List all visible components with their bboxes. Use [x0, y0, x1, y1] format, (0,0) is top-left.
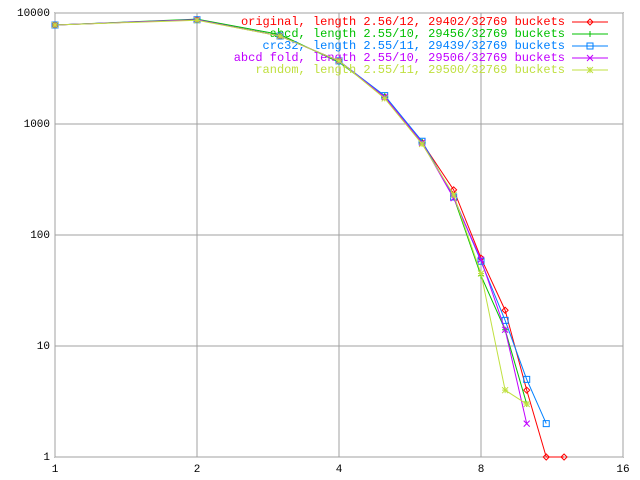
point-marker: [587, 31, 593, 37]
series-line: [54, 19, 528, 424]
point-marker: [501, 306, 509, 314]
point-marker: [523, 400, 531, 408]
y-tick-label: 1000: [24, 119, 50, 131]
series-line: [54, 19, 565, 458]
point-marker: [51, 21, 59, 29]
legend-label: abcd fold, length 2.55/10, 29506/32769 b…: [234, 51, 565, 65]
point-marker: [193, 16, 201, 24]
point-marker: [418, 137, 426, 145]
point-marker: [450, 191, 457, 199]
point-marker: [501, 326, 509, 334]
point-marker: [560, 453, 568, 461]
point-marker: [523, 375, 531, 383]
legend-label: crc32, length 2.55/11, 29439/32769 bucke…: [263, 39, 565, 53]
series-line: [54, 19, 527, 405]
series-line: [54, 19, 547, 424]
point-marker: [523, 420, 531, 427]
y-tick-label: 100: [30, 230, 50, 242]
point-marker: [381, 95, 389, 102]
point-marker: [586, 18, 594, 26]
point-marker: [418, 140, 426, 148]
point-marker: [501, 386, 509, 394]
x-tick-label: 2: [194, 464, 201, 476]
point-marker: [381, 92, 389, 100]
point-marker: [586, 54, 594, 62]
x-tick-label: 16: [616, 464, 629, 476]
point-marker: [477, 256, 485, 263]
y-tick-label: 10000: [17, 8, 50, 20]
point-marker: [276, 32, 284, 40]
x-tick-label: 8: [478, 464, 485, 476]
legend-label: random, length 2.55/11, 29500/32769 buck…: [255, 63, 565, 77]
y-tick-label: 1: [43, 452, 50, 464]
point-marker: [276, 32, 284, 40]
legend-label: original, length 2.56/12, 29402/32769 bu…: [241, 15, 565, 29]
point-marker: [51, 21, 59, 29]
point-marker: [335, 57, 343, 65]
x-tick-label: 1: [52, 464, 59, 476]
point-marker: [477, 270, 485, 277]
point-marker: [586, 42, 594, 50]
y-tick-label: 10: [37, 341, 50, 353]
point-marker: [523, 386, 531, 394]
point-marker: [542, 420, 550, 428]
point-marker: [542, 453, 550, 461]
x-tick-label: 4: [336, 464, 343, 476]
point-marker: [586, 66, 594, 74]
legend-label: abcd, length 2.55/10, 29456/32769 bucket…: [270, 27, 565, 41]
